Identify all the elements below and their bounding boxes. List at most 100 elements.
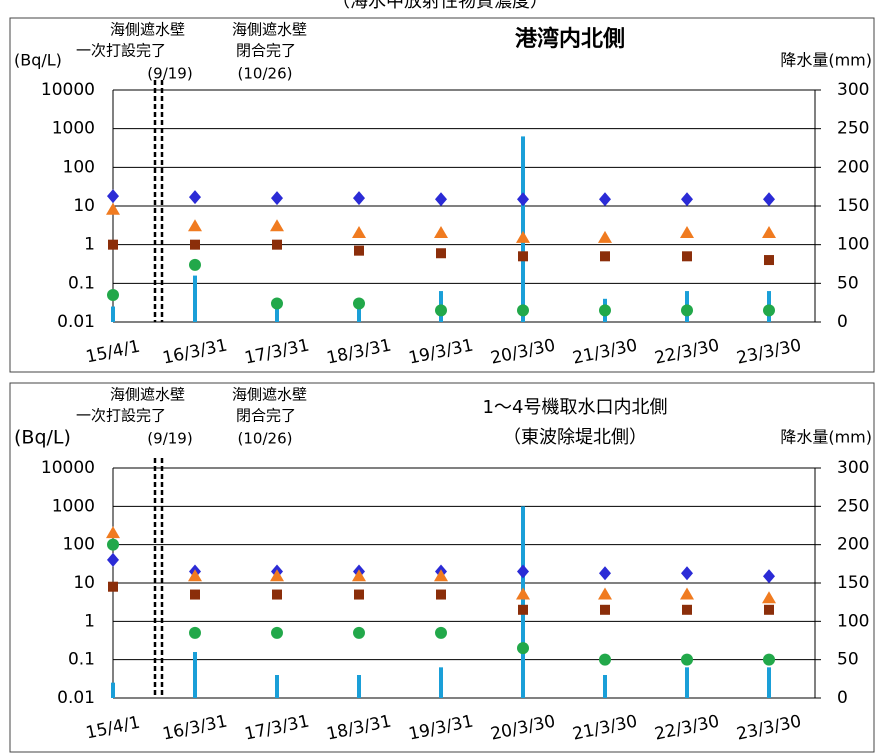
y-axis-label: (Bq/L): [14, 427, 71, 449]
chart-title: 港湾内北側: [515, 26, 625, 52]
marker: [763, 192, 775, 207]
x-tick-label: 18/3/31: [325, 335, 393, 368]
marker: [681, 653, 693, 666]
marker: [272, 239, 282, 250]
marker: [435, 304, 447, 317]
marker: [271, 297, 283, 310]
rain-bar: [685, 667, 689, 698]
marker: [763, 569, 775, 584]
marker: [600, 604, 610, 615]
marker: [600, 251, 610, 262]
marker: [517, 192, 529, 207]
marker: [353, 626, 365, 639]
chart-subtitle: （東波除堤北側）: [503, 427, 647, 448]
y-tick-label: 1: [84, 611, 95, 631]
rain-bar: [193, 652, 197, 698]
y2-tick-label: 150: [837, 196, 869, 216]
annotation: (10/26): [238, 65, 293, 83]
y-tick-label: 0.01: [57, 688, 95, 708]
y2-tick-label: 0: [837, 312, 848, 332]
y2-tick-label: 50: [837, 650, 859, 670]
marker: [354, 589, 364, 600]
rain-bar: [521, 506, 525, 698]
chart-title: 1～4号機取水口内北側: [483, 397, 668, 418]
marker: [270, 219, 284, 232]
marker: [106, 526, 120, 539]
marker: [354, 245, 364, 256]
rain-bar: [111, 682, 115, 698]
marker: [107, 189, 119, 204]
marker: [517, 642, 529, 655]
x-tick-label: 19/3/31: [407, 711, 475, 744]
panel-frame: [9, 17, 875, 373]
marker: [682, 251, 692, 262]
marker: [764, 604, 774, 615]
marker: [353, 297, 365, 310]
y-tick-label: 100: [63, 535, 95, 555]
marker: [272, 589, 282, 600]
y2-tick-label: 250: [837, 119, 869, 139]
annotation: (9/19): [147, 430, 192, 448]
rain-bar: [193, 275, 197, 322]
marker: [108, 581, 118, 592]
marker: [680, 587, 694, 600]
marker: [518, 251, 528, 262]
marker: [598, 230, 612, 243]
rain-bar: [111, 306, 115, 322]
marker: [434, 569, 448, 582]
rain-bar: [521, 136, 525, 322]
rain-bar: [767, 667, 771, 698]
marker: [762, 226, 776, 239]
rain-bar: [603, 675, 607, 698]
annotation: 海側遮水壁: [232, 21, 307, 39]
annotation: 海側遮水壁: [232, 386, 307, 404]
marker: [353, 191, 365, 206]
marker: [107, 288, 119, 301]
marker: [352, 569, 366, 582]
x-tick-label: 23/3/30: [735, 335, 803, 368]
annotation: (9/19): [147, 65, 192, 83]
x-tick-label: 16/3/31: [161, 335, 229, 368]
x-tick-label: 16/3/31: [161, 711, 229, 744]
marker: [352, 226, 366, 239]
y2-tick-label: 300: [837, 80, 869, 100]
rain-bar: [357, 298, 361, 322]
marker: [762, 591, 776, 604]
marker: [680, 226, 694, 239]
x-tick-label: 19/3/31: [407, 335, 475, 368]
annotation: 一次打設完了: [76, 42, 166, 60]
marker: [271, 626, 283, 639]
marker: [517, 304, 529, 317]
marker: [190, 239, 200, 250]
x-tick-label: 20/3/30: [489, 335, 557, 368]
y-tick-label: 100: [63, 157, 95, 177]
y-tick-label: 1000: [52, 496, 95, 516]
y2-tick-label: 300: [837, 458, 869, 478]
marker: [270, 569, 284, 582]
marker: [435, 192, 447, 207]
y2-tick-label: 0: [837, 688, 848, 708]
y-tick-label: 0.1: [68, 650, 95, 670]
marker: [188, 219, 202, 232]
y-tick-label: 10: [73, 196, 95, 216]
marker: [598, 587, 612, 600]
x-tick-label: 22/3/30: [653, 335, 721, 368]
y-tick-label: 10000: [41, 80, 95, 100]
marker: [763, 653, 775, 666]
y2-tick-label: 100: [837, 611, 869, 631]
y-tick-label: 10000: [41, 458, 95, 478]
rain-bar: [275, 675, 279, 698]
marker: [517, 564, 529, 579]
marker: [681, 192, 693, 207]
marker: [764, 255, 774, 266]
marker: [434, 226, 448, 239]
marker: [682, 604, 692, 615]
y-axis-label: (Bq/L): [14, 51, 62, 70]
marker: [189, 626, 201, 639]
x-tick-label: 21/3/30: [571, 335, 639, 368]
annotation: 海側遮水壁: [110, 21, 185, 39]
marker: [763, 304, 775, 317]
marker: [516, 587, 530, 600]
y2-tick-label: 200: [837, 157, 869, 177]
